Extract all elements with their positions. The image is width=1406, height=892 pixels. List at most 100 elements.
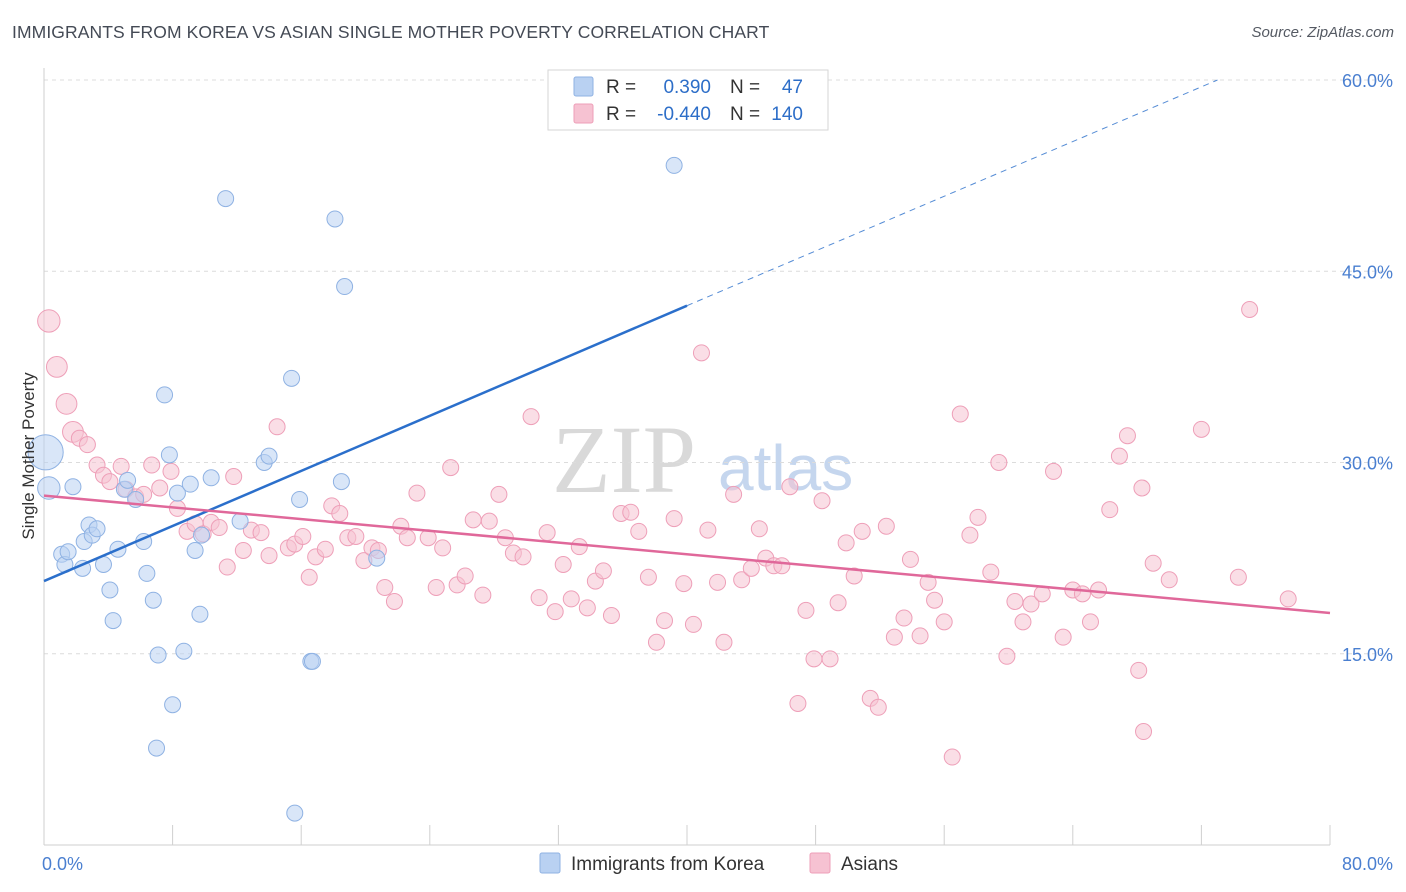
asians-point-108	[919, 573, 937, 591]
asians-point-137	[1229, 568, 1247, 586]
asians-point-81	[699, 521, 717, 539]
korea-point-38	[291, 490, 309, 508]
asians-point-110	[935, 613, 953, 631]
asians-point-48	[427, 578, 445, 596]
asians-point-62	[538, 524, 556, 542]
asians-point-54	[474, 586, 492, 604]
asians-point-122	[1045, 462, 1063, 480]
asians-point-112	[951, 405, 969, 423]
legend-n-value-asians: 140	[771, 104, 803, 125]
asians-point-27	[260, 547, 278, 565]
asians-point-84	[725, 485, 743, 503]
asians-point-103	[877, 517, 895, 535]
asians-point-46	[408, 484, 426, 502]
scatter-points	[27, 156, 1297, 822]
asians-point-52	[456, 567, 474, 585]
asians-point-55	[480, 512, 498, 530]
asians-point-24	[234, 541, 252, 559]
asians-point-120	[1022, 595, 1040, 613]
asians-point-96	[821, 650, 839, 668]
asians-point-59	[514, 548, 532, 566]
korea-trend-line	[43, 304, 688, 583]
asians-point-134	[1144, 554, 1162, 572]
korea-point-10	[88, 520, 106, 538]
asians-point-138	[1279, 590, 1297, 608]
legend-swatch-korea	[573, 76, 594, 97]
asians-point-8	[101, 473, 119, 491]
asians-point-117	[998, 647, 1016, 665]
korea-point-26	[175, 642, 193, 660]
asians-point-49	[434, 539, 452, 557]
asians-point-119	[1014, 613, 1032, 631]
asians-point-86	[742, 559, 760, 577]
korea-point-28	[186, 541, 204, 559]
asians-point-99	[845, 567, 863, 585]
asians-point-135	[1160, 571, 1178, 589]
korea-point-27	[181, 475, 199, 493]
asians-point-131	[1130, 661, 1148, 679]
korea-point-36	[283, 369, 301, 387]
trend-lines	[43, 79, 1331, 615]
y-axis-label: Single Mother Poverty	[19, 372, 38, 540]
asians-point-72	[622, 503, 640, 521]
bottom-legend-label-asians: Asians	[841, 854, 898, 875]
asians-point-111	[943, 748, 961, 766]
asians-trend-line	[43, 494, 1331, 615]
asians-point-79	[684, 615, 702, 633]
asians-point-61	[530, 589, 548, 607]
watermark-zip: ZIP	[552, 406, 696, 513]
asians-point-104	[885, 628, 903, 646]
asians-point-115	[982, 563, 1000, 581]
asians-point-97	[829, 594, 847, 612]
korea-trend-extension	[686, 79, 1218, 307]
asians-point-5	[78, 436, 96, 454]
asians-point-73	[630, 522, 648, 540]
asians-point-113	[961, 526, 979, 544]
asians-point-139	[1241, 301, 1259, 318]
y-tick-labels: 15.0% 30.0% 45.0% 60.0%	[1342, 71, 1393, 665]
asians-point-76	[655, 612, 673, 630]
asians-point-133	[1133, 479, 1151, 497]
legend-r-label-korea: R =	[606, 77, 636, 98]
asians-point-114	[969, 508, 987, 526]
korea-point-44	[368, 549, 386, 567]
asians-point-14	[151, 479, 169, 497]
legend-n-value-korea: 47	[782, 77, 803, 98]
source-label: Source: ZipAtlas.com	[1251, 24, 1394, 41]
asians-point-132	[1135, 723, 1153, 741]
asians-point-82	[709, 573, 727, 591]
asians-point-94	[805, 650, 823, 668]
legend-n-label-korea: N =	[730, 77, 760, 98]
korea-point-35	[260, 447, 278, 465]
bottom-legend-swatch-asians	[809, 852, 831, 874]
asians-point-43	[385, 592, 403, 610]
asians-point-26	[252, 524, 270, 542]
asians-point-21	[210, 519, 228, 537]
asians-point-123	[1054, 628, 1072, 646]
asians-point-106	[901, 550, 919, 568]
asians-point-28	[268, 418, 286, 436]
korea-point-0	[27, 434, 64, 471]
asians-point-98	[837, 534, 855, 552]
asians-point-45	[398, 529, 416, 547]
asians-point-32	[300, 568, 318, 586]
asians-point-100	[853, 522, 871, 540]
asians-point-83	[715, 633, 733, 651]
asians-point-107	[911, 627, 929, 645]
korea-point-1	[37, 476, 61, 500]
bottom-legend-label-korea: Immigrants from Korea	[571, 854, 765, 875]
asians-point-38	[347, 527, 365, 545]
asians-point-0	[37, 309, 61, 333]
asians-point-22	[218, 558, 236, 576]
bottom-legend-swatch-korea	[539, 852, 561, 874]
korea-point-23	[160, 446, 178, 464]
asians-point-42	[376, 578, 394, 596]
asians-point-50	[442, 459, 460, 477]
y-tick-label-30: 30.0%	[1342, 454, 1393, 474]
asians-point-125	[1073, 585, 1091, 603]
asians-point-31	[294, 527, 312, 545]
korea-point-21	[149, 646, 167, 664]
asians-point-118	[1006, 592, 1024, 610]
korea-point-41	[326, 210, 344, 228]
asians-point-70	[602, 607, 620, 624]
